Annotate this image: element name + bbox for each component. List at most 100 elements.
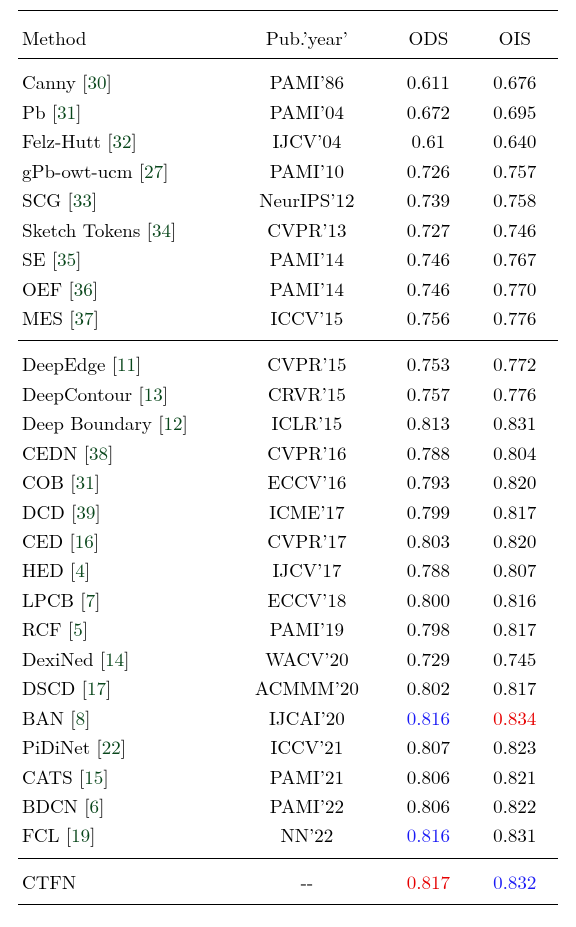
citation: 8	[76, 704, 86, 731]
cell-method: MES [37]	[18, 303, 229, 332]
cell-ois: 0.823	[472, 732, 558, 761]
table-row: SE [35]PAMI’140.7460.767	[18, 244, 558, 273]
cell-ois: 0.746	[472, 215, 558, 244]
cell-ois: 0.820	[472, 467, 558, 496]
cell-method: PiDiNet [22]	[18, 732, 229, 761]
cell-ods: 0.756	[385, 303, 471, 332]
cell-ois: 0.695	[472, 97, 558, 126]
cell-method: FCL [19]	[18, 820, 229, 849]
cell-pub: NN’22	[229, 820, 386, 849]
cell-pub: --	[229, 867, 386, 896]
citation: 4	[75, 556, 85, 583]
cell-ods: 0.672	[385, 97, 471, 126]
cell-method: COB [31]	[18, 467, 229, 496]
cell-pub: CVPR’16	[229, 438, 386, 467]
cell-method: DeepContour [13]	[18, 379, 229, 408]
citation: 6	[90, 792, 100, 819]
cell-method: BDCN [6]	[18, 791, 229, 820]
cell-ods: 0.813	[385, 408, 471, 437]
table-row: Deep Boundary [12]ICLR’150.8130.831	[18, 408, 558, 437]
cell-method: OEF [36]	[18, 274, 229, 303]
cell-ois: 0.745	[472, 644, 558, 673]
header-row: MethodPub.’year’ODSOIS	[18, 19, 558, 59]
cell-pub: PAMI’10	[229, 156, 386, 185]
table-row: DexiNed [14]WACV’200.7290.745	[18, 644, 558, 673]
table-row: DCD [39]ICME’170.7990.817	[18, 497, 558, 526]
cell-ods: 0.800	[385, 585, 471, 614]
cell-ois: 0.832	[472, 867, 558, 896]
table-row: BAN [8]IJCAI’200.8160.834	[18, 703, 558, 732]
cell-method: DCD [39]	[18, 497, 229, 526]
cell-ois: 0.767	[472, 244, 558, 273]
cell-method: LPCB [7]	[18, 585, 229, 614]
table-row: Canny [30]PAMI’860.6110.676	[18, 67, 558, 96]
table-row: OEF [36]PAMI’140.7460.770	[18, 274, 558, 303]
citation: 34	[152, 216, 171, 243]
cell-method: DeepEdge [11]	[18, 349, 229, 378]
cell-method: Canny [30]	[18, 67, 229, 96]
cell-method: Sketch Tokens [34]	[18, 215, 229, 244]
cell-ods: 0.803	[385, 526, 471, 555]
cell-pub: PAMI’21	[229, 762, 386, 791]
table-row: Sketch Tokens [34]CVPR’130.7270.746	[18, 215, 558, 244]
table-row: FCL [19]NN’220.8160.831	[18, 820, 558, 849]
cell-ods: 0.807	[385, 732, 471, 761]
table-row: MES [37]ICCV’150.7560.776	[18, 303, 558, 332]
citation: 22	[102, 733, 121, 760]
cell-pub: IJCV’04	[229, 126, 386, 155]
cell-ois: 0.817	[472, 673, 558, 702]
cell-ois: 0.831	[472, 408, 558, 437]
citation: 27	[144, 157, 163, 184]
cell-pub: WACV’20	[229, 644, 386, 673]
cell-ods: 0.746	[385, 244, 471, 273]
table-container: MethodPub.’year’ODSOIS Canny [30]PAMI’860…	[0, 0, 576, 927]
citation: 33	[73, 186, 92, 213]
cell-ois: 0.822	[472, 791, 558, 820]
cell-ods: 0.806	[385, 791, 471, 820]
table-row: DSCD [17]ACMMM’200.8020.817	[18, 673, 558, 702]
cell-method: HED [4]	[18, 555, 229, 584]
cell-ois: 0.640	[472, 126, 558, 155]
results-table: MethodPub.’year’ODSOIS Canny [30]PAMI’860…	[18, 10, 558, 905]
header-ods: ODS	[385, 19, 471, 59]
cell-method: CTFN	[18, 867, 229, 896]
header-method: Method	[18, 19, 229, 59]
table-row: CTFN--0.8170.832	[18, 867, 558, 896]
cell-ods: 0.793	[385, 467, 471, 496]
citation: 32	[113, 127, 132, 154]
cell-ois: 0.776	[472, 379, 558, 408]
cell-ods: 0.799	[385, 497, 471, 526]
cell-ods: 0.806	[385, 762, 471, 791]
cell-pub: ICCV’21	[229, 732, 386, 761]
cell-ods: 0.757	[385, 379, 471, 408]
cell-pub: ACMMM’20	[229, 673, 386, 702]
cell-ois: 0.817	[472, 614, 558, 643]
cell-ois: 0.758	[472, 185, 558, 214]
cell-ois: 0.776	[472, 303, 558, 332]
cell-ois: 0.834	[472, 703, 558, 732]
cell-ods: 0.816	[385, 703, 471, 732]
table-row: PiDiNet [22]ICCV’210.8070.823	[18, 732, 558, 761]
cell-pub: IJCV’17	[229, 555, 386, 584]
cell-ois: 0.807	[472, 555, 558, 584]
cell-ods: 0.726	[385, 156, 471, 185]
cell-method: CEDN [38]	[18, 438, 229, 467]
table-row: RCF [5]PAMI’190.7980.817	[18, 614, 558, 643]
cell-pub: PAMI’19	[229, 614, 386, 643]
table-row: SCG [33]NeurIPS’120.7390.758	[18, 185, 558, 214]
cell-ods: 0.739	[385, 185, 471, 214]
cell-method: CED [16]	[18, 526, 229, 555]
table-row: CATS [15]PAMI’210.8060.821	[18, 762, 558, 791]
cell-pub: CVPR’17	[229, 526, 386, 555]
citation: 30	[87, 68, 106, 95]
table-row: Felz-Hutt [32]IJCV’040.610.640	[18, 126, 558, 155]
citation: 39	[76, 498, 95, 525]
cell-pub: ICLR’15	[229, 408, 386, 437]
table-row: gPb-owt-ucm [27]PAMI’100.7260.757	[18, 156, 558, 185]
citation: 17	[87, 674, 106, 701]
citation: 31	[76, 468, 95, 495]
cell-ois: 0.817	[472, 497, 558, 526]
citation: 19	[71, 821, 90, 848]
citation: 13	[144, 380, 163, 407]
cell-ois: 0.820	[472, 526, 558, 555]
